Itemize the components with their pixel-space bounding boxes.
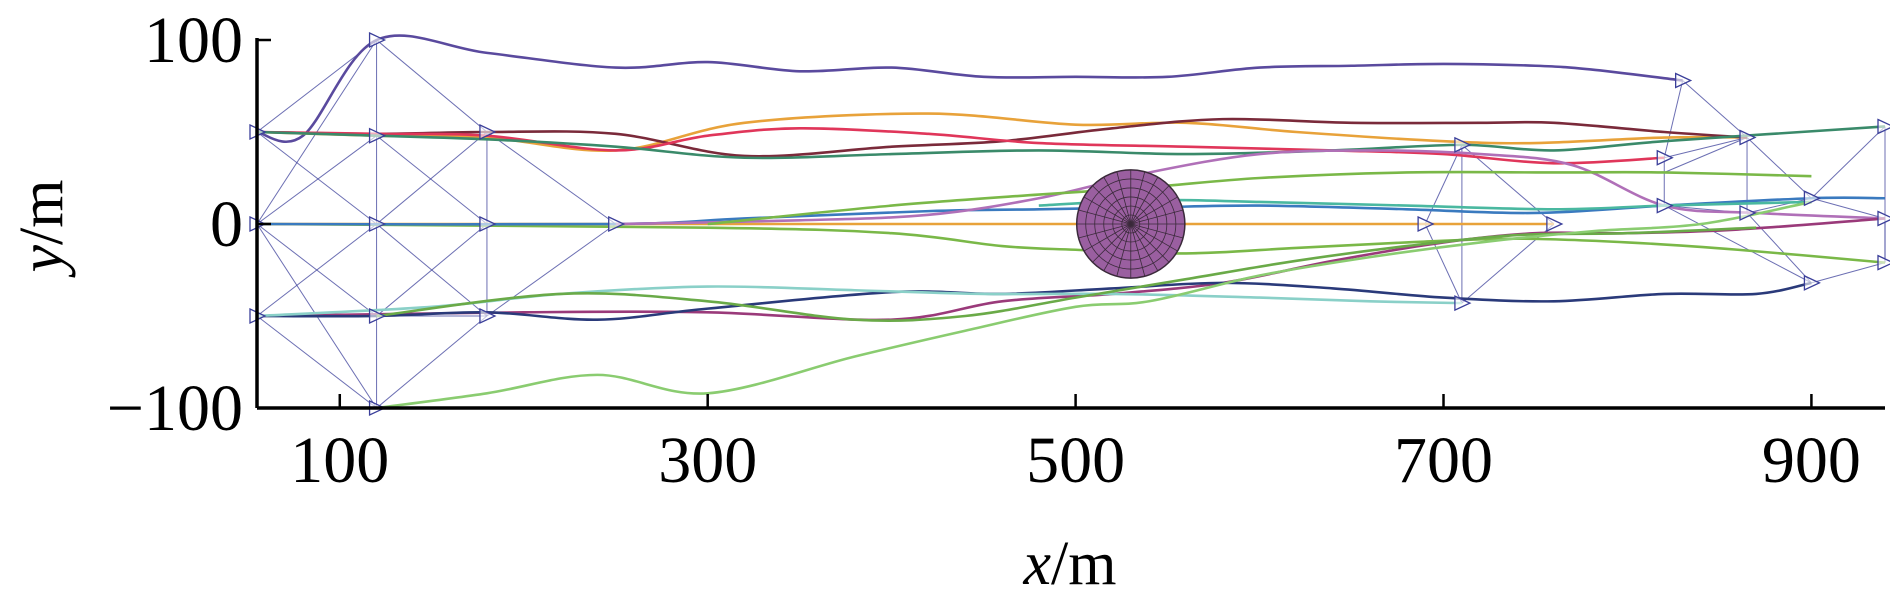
formation-marker-24 <box>1877 210 1890 227</box>
formation-link-13 <box>376 131 488 225</box>
obstacle-spoke-17 <box>1116 171 1132 225</box>
obstacle-spoke-14 <box>1083 196 1131 225</box>
formation-link-40 <box>1811 262 1886 284</box>
formation-link-29 <box>1682 80 1748 138</box>
formation-marker-25 <box>1877 254 1890 271</box>
formation-link-4 <box>256 135 377 225</box>
x-tick-label-0: 100 <box>290 424 389 497</box>
formation-marker-8 <box>479 123 497 141</box>
x-tick-label-3: 700 <box>1394 424 1493 497</box>
y-tick-label-2: −100 <box>107 372 243 445</box>
y-axis-unit: /m <box>8 180 76 245</box>
formation-marker-6 <box>368 307 387 325</box>
obstacle-spoke-4 <box>1130 223 1159 272</box>
obstacle-spoke-23 <box>1130 209 1184 225</box>
x-tick-label-4: 900 <box>1762 424 1861 497</box>
series-line-1 <box>256 112 1748 153</box>
formation-marker-14 <box>1454 295 1472 312</box>
formation-marker-17 <box>1656 149 1674 166</box>
y-tick-label-1: 0 <box>210 188 243 261</box>
obstacle-spoke-15 <box>1092 185 1132 225</box>
formation-marker-19 <box>1656 197 1674 214</box>
formation-link-36 <box>1811 126 1886 199</box>
formation-marker-15 <box>1546 215 1564 233</box>
obstacle-spoke-22 <box>1130 196 1178 225</box>
formation-marker-3 <box>368 31 387 49</box>
trajectory-series <box>256 34 1886 410</box>
formation-link-28 <box>1663 80 1684 158</box>
formation-marker-12 <box>1417 215 1435 233</box>
x-axis-unit: /m <box>1051 530 1116 593</box>
series-line-14 <box>376 226 1757 322</box>
formation-link-41 <box>1664 205 1812 284</box>
formation-marker-5 <box>368 215 387 233</box>
formation-link-7 <box>256 315 377 409</box>
obstacle-sphere <box>1075 169 1186 279</box>
formation-link-23 <box>1424 223 1463 304</box>
obstacle-spoke-20 <box>1130 176 1159 225</box>
x-tick-label-2: 500 <box>1026 424 1125 497</box>
formation-marker-13 <box>1454 136 1472 153</box>
formation-link-2 <box>256 131 377 225</box>
obstacle-spoke-5 <box>1130 223 1146 277</box>
series-line-13 <box>256 285 1462 318</box>
obstacle-spoke-19 <box>1130 171 1146 225</box>
series-line-5 <box>256 222 1886 264</box>
formation-link-43 <box>1664 137 1748 173</box>
formation-link-15 <box>376 223 488 317</box>
formation-link-34 <box>1746 197 1812 214</box>
series-line-2 <box>256 117 1748 158</box>
series-line-0 <box>256 34 1683 143</box>
formation-marker-21 <box>1803 190 1821 207</box>
formation-marker-22 <box>1803 274 1821 291</box>
formation-marker-16 <box>1674 72 1693 89</box>
formation-marker-10 <box>479 307 497 325</box>
formation-link-12 <box>376 135 488 225</box>
formation-markers <box>249 31 1890 417</box>
tick-labels: 100 300 500 700 900 100 0 −100 <box>107 4 1861 497</box>
formation-link-35 <box>1746 212 1812 284</box>
formation-link-21 <box>486 223 617 317</box>
x-axis-label: x/m <box>1023 530 1117 593</box>
series-line-12 <box>256 281 1812 321</box>
series-line-7 <box>256 196 1886 226</box>
obstacle-spoke-13 <box>1078 209 1131 225</box>
y-axis-label: y/m <box>8 180 76 279</box>
formation-marker-11 <box>608 215 626 233</box>
formation-marker-23 <box>1877 118 1890 135</box>
obstacle-spoke-3 <box>1130 223 1170 263</box>
obstacle-spoke-10 <box>1083 223 1131 252</box>
x-axis-var: x <box>1023 530 1052 593</box>
series-line-9 <box>707 170 1812 226</box>
formation-link-33 <box>1746 137 1812 199</box>
formation-link-6 <box>256 223 377 317</box>
formation-link-16 <box>376 315 488 409</box>
obstacle-spoke-16 <box>1103 176 1132 225</box>
obstacle-spoke-9 <box>1092 223 1132 263</box>
formation-marker-18 <box>1739 129 1757 146</box>
y-axis-var: y <box>8 244 76 278</box>
x-tick-label-1: 300 <box>658 424 757 497</box>
axes <box>255 38 1885 410</box>
obstacle-spoke-21 <box>1130 185 1170 225</box>
formation-link-37 <box>1811 197 1886 219</box>
y-tick-label-0: 100 <box>144 4 243 77</box>
formation-marker-4 <box>368 127 387 144</box>
series-line-15 <box>376 200 1812 410</box>
formation-marker-20 <box>1739 204 1757 221</box>
obstacle-spoke-8 <box>1103 223 1132 272</box>
formation-link-30 <box>1664 137 1748 159</box>
obstacle-spoke-2 <box>1130 223 1178 252</box>
formation-link-20 <box>486 131 617 225</box>
series-line-4 <box>256 125 1886 160</box>
obstacle-spoke-7 <box>1116 223 1132 277</box>
formation-marker-9 <box>479 215 497 233</box>
formation-link-10 <box>376 39 488 133</box>
obstacle-spoke-1 <box>1130 223 1184 239</box>
obstacle-spoke-11 <box>1078 223 1131 239</box>
